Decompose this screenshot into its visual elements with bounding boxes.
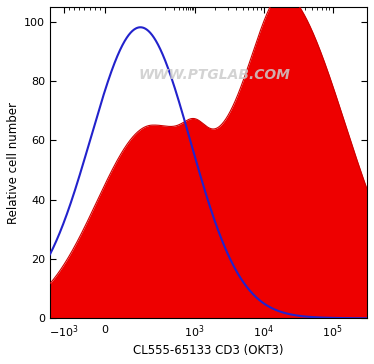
X-axis label: CL555-65133 CD3 (OKT3): CL555-65133 CD3 (OKT3)	[133, 344, 284, 357]
Y-axis label: Relative cell number: Relative cell number	[7, 102, 20, 224]
Text: WWW.PTGLAB.COM: WWW.PTGLAB.COM	[139, 68, 291, 83]
